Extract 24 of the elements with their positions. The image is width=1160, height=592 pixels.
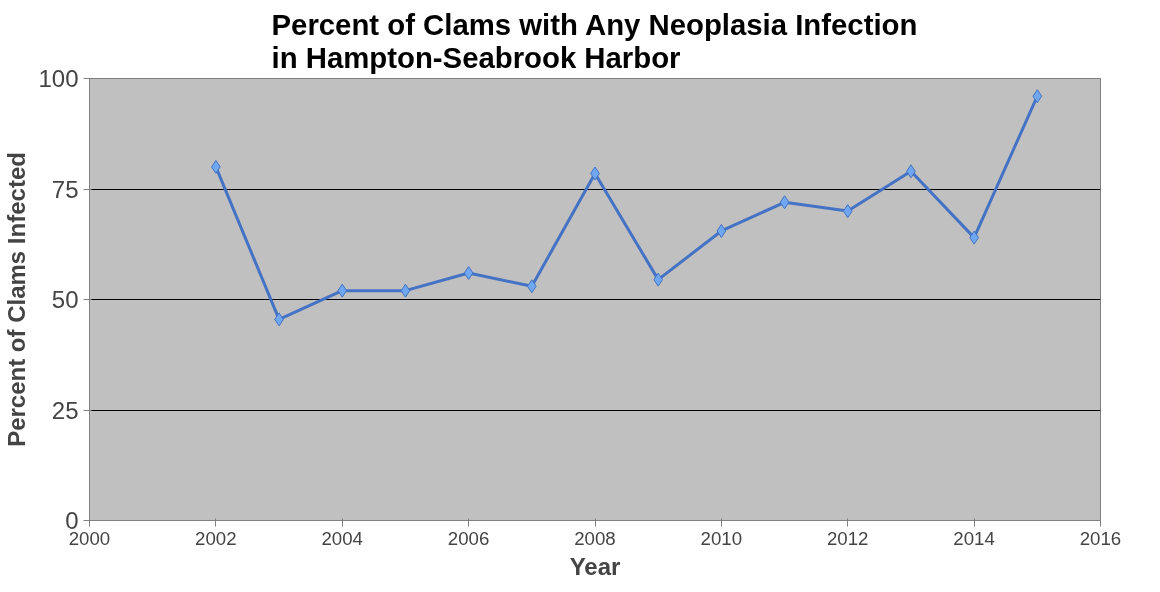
x-tick-label: 2010 <box>700 527 743 549</box>
point <box>653 272 664 287</box>
point <box>463 265 474 280</box>
y-tick-label: 100 <box>38 65 79 92</box>
x-axis-title: Year <box>569 552 621 580</box>
point <box>526 279 537 294</box>
y-axis-title: Percent of Clams Infected <box>3 152 31 447</box>
x-tick-label: 2016 <box>1079 527 1122 549</box>
y-tick-label: 25 <box>51 396 79 424</box>
point <box>842 204 853 219</box>
x-tick-label: 2012 <box>827 527 869 549</box>
x-tick-label: 2008 <box>574 527 616 549</box>
point <box>1032 89 1043 104</box>
chart-title: Percent of Clams with Any Neoplasia Infection in Hampton-Seabrook Harbor <box>271 7 918 74</box>
y-tick-label: 50 <box>51 286 79 313</box>
x-tick-label: 2006 <box>447 527 490 549</box>
point <box>779 195 790 210</box>
x-tick-label: 2002 <box>195 527 237 549</box>
x-tick-label: 2014 <box>953 527 995 549</box>
point <box>337 283 348 298</box>
point <box>400 283 411 298</box>
y-tick-label: 75 <box>51 175 79 203</box>
point <box>716 223 727 238</box>
x-tick-label: 2004 <box>321 527 364 549</box>
